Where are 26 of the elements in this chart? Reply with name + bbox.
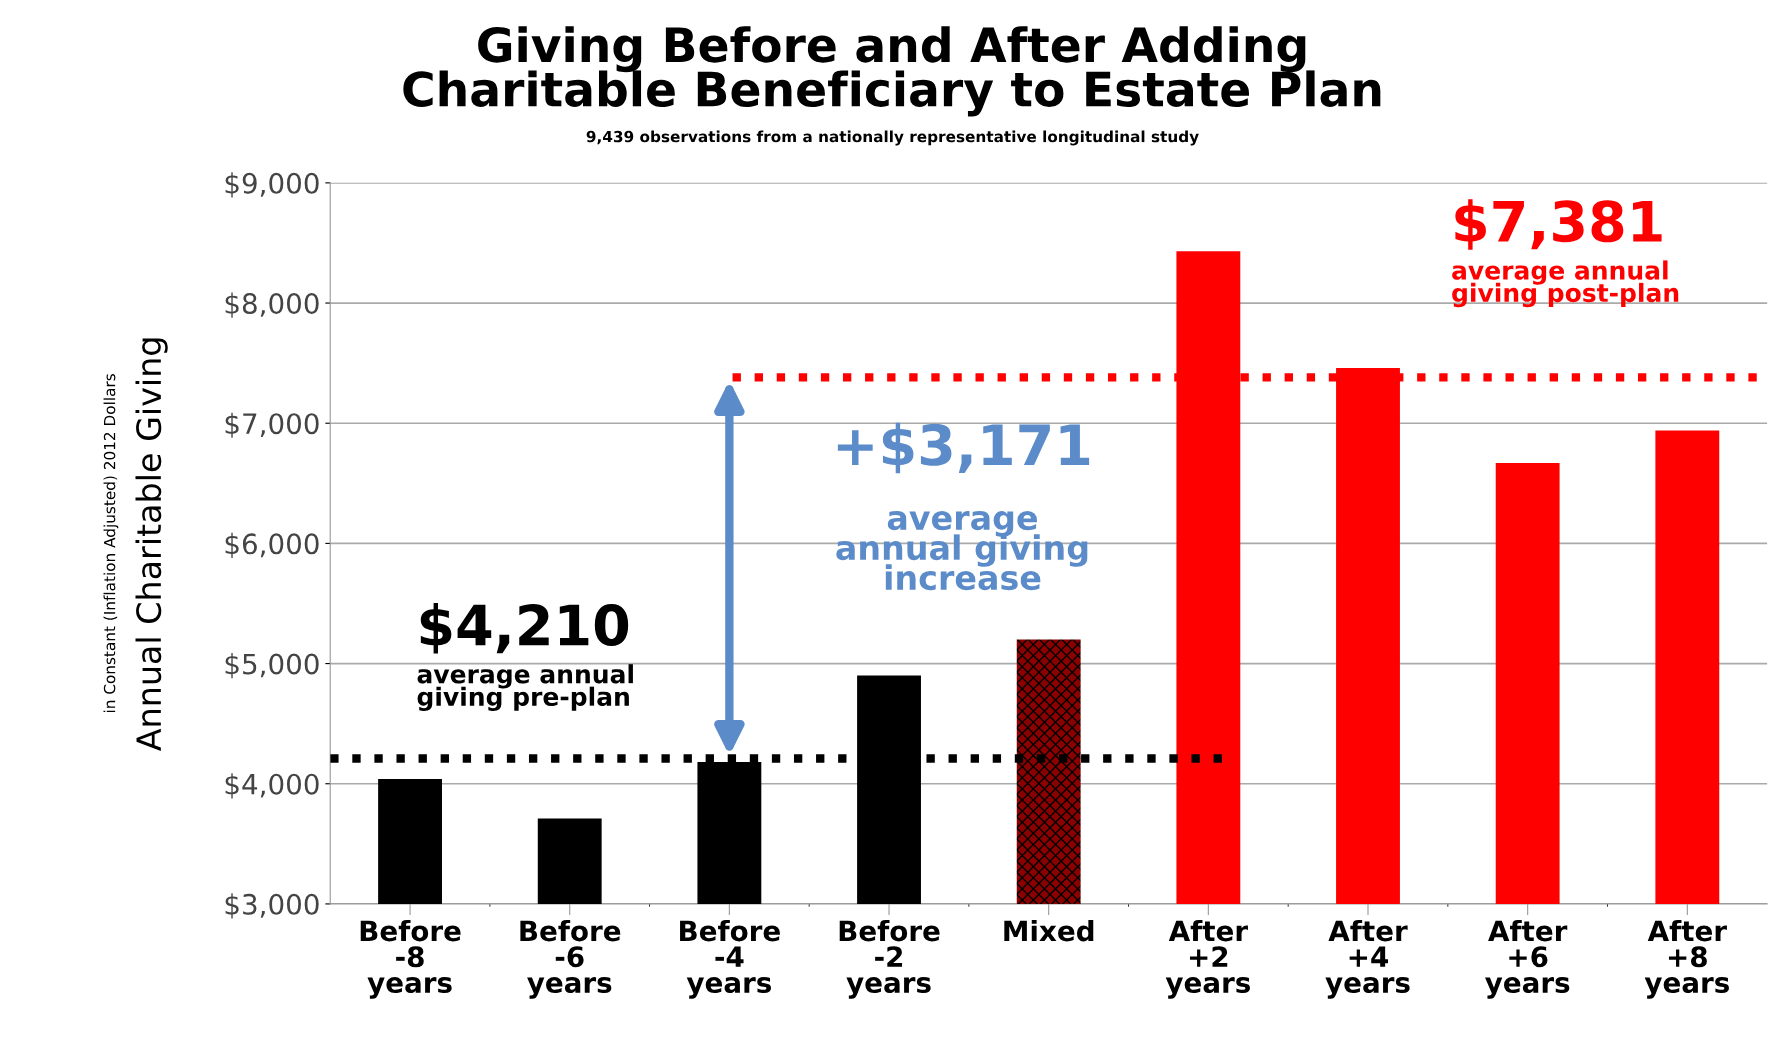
x-tick-label: Mixed [1004,919,1094,942]
x-tick-label: After +6 years [1485,919,1570,999]
y-tick-label: $5,000 [225,653,319,679]
x-tick-label: After +2 years [1165,919,1250,999]
text: in Constant (Inflation Adjusted) 2012 Dollars [103,374,119,713]
x-tick-label: Before -4 years [680,919,780,999]
ref-line-label: $4,210 [420,603,629,654]
y-tick-label: $3,000 [225,893,319,919]
y-tick-label: $8,000 [225,292,319,318]
chart-subtitle: 9,439 observations from a nationally representative longitudinal study [586,130,1199,146]
chart-title: Giving Before and After Adding Charitable Beneficiary to Estate Plan [403,26,1381,117]
ref-line-label: $7,381 [1455,199,1662,250]
y-tick-label: $7,000 [225,412,319,438]
x-tick-label: Before -8 years [360,919,461,999]
y-tick-label: $4,000 [225,773,319,799]
y-tick-label: $6,000 [225,532,319,559]
x-tick-label: Before -2 years [839,919,940,999]
y-axis-title: Annual Charitable Giving [135,338,168,751]
x-tick-label: Before -6 years [520,919,621,999]
y-tick-label: $9,000 [225,172,319,198]
annotation: average annual giving post-plan [1452,260,1679,308]
annotation: average annual giving increase [836,511,1088,591]
x-tick-label: After +4 years [1325,919,1410,999]
x-tick-label: After +8 years [1644,919,1729,999]
annotation: +$3,171 [837,422,1090,474]
annotation: average annual giving pre-plan [417,664,633,712]
